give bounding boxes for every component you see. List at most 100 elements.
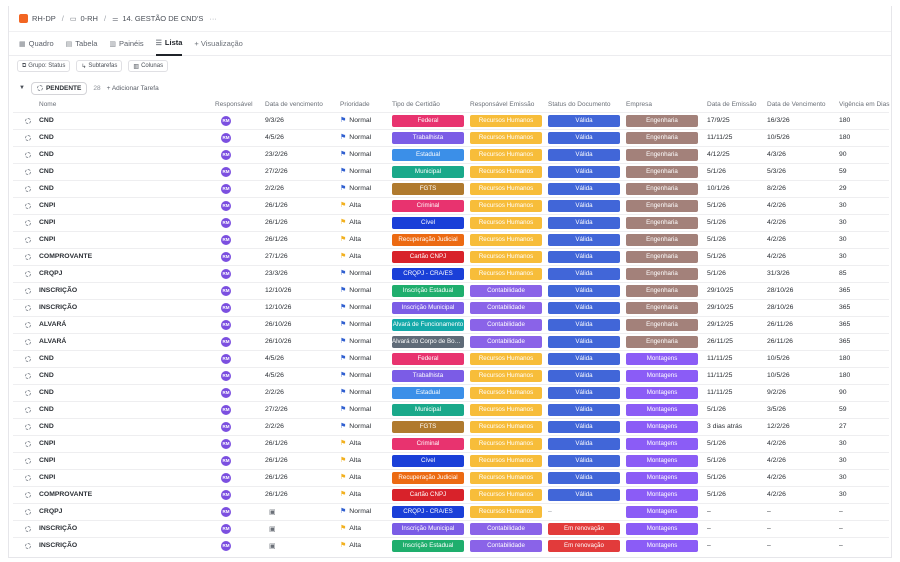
tag[interactable]: Municipal (392, 403, 464, 416)
tag[interactable]: Contabilidade (470, 301, 542, 314)
due-date[interactable]: 4/5/26 (265, 134, 284, 141)
validity-days[interactable]: 365 (837, 281, 889, 299)
expiry-date[interactable]: 28/10/26 (765, 298, 837, 316)
tag[interactable]: Trabalhista (392, 131, 464, 144)
task-name[interactable]: CND (39, 151, 54, 158)
priority[interactable]: ⚑ Normal (340, 372, 390, 379)
tab-lista[interactable]: ☰ Lista (155, 32, 183, 56)
due-date[interactable]: 26/1/26 (265, 236, 288, 243)
avatar[interactable]: RM (221, 336, 231, 347)
task-status-icon[interactable] (25, 338, 31, 345)
expiry-date[interactable]: 12/2/26 (765, 417, 837, 435)
table-row[interactable]: CNPI RM 26/1/26 ⚑ Alta Recuperação Judicial Re… (13, 230, 889, 248)
validity-days[interactable]: 365 (837, 298, 889, 316)
task-status-icon[interactable] (25, 185, 31, 192)
tag[interactable]: Válida (548, 114, 620, 127)
expiry-date[interactable]: 26/11/26 (765, 332, 837, 350)
column-header[interactable]: Tipo de Certidão (392, 101, 440, 109)
avatar[interactable]: RM (221, 472, 231, 483)
emission-date[interactable]: 5/1/26 (705, 400, 765, 418)
tag[interactable]: Engenharia (626, 148, 698, 161)
avatar[interactable]: RM (221, 234, 231, 245)
tag[interactable]: Contabilidade (470, 335, 542, 348)
table-row[interactable]: CND RM 4/5/26 ⚑ Normal Trabalhista Recursos Hu… (13, 366, 889, 384)
table-row[interactable]: CND RM 27/2/26 ⚑ Normal Municipal Recursos Hum… (13, 162, 889, 180)
tag[interactable]: Válida (548, 148, 620, 161)
column-header[interactable]: Prioridade (340, 101, 370, 109)
avatar[interactable]: RM (221, 115, 231, 126)
task-status-icon[interactable] (25, 236, 31, 243)
validity-days[interactable]: 180 (837, 349, 889, 367)
tag[interactable]: Válida (548, 403, 620, 416)
due-date[interactable]: 26/1/26 (265, 219, 288, 226)
table-row[interactable]: CNPI RM 26/1/26 ⚑ Alta Criminal Recursos Human… (13, 196, 889, 214)
task-name[interactable]: CND (39, 372, 54, 379)
expiry-date[interactable]: 9/2/26 (765, 383, 837, 401)
validity-days[interactable]: – (837, 519, 889, 537)
validity-days[interactable]: – (837, 502, 889, 520)
tag[interactable]: Engenharia (626, 233, 698, 246)
priority[interactable]: ⚑ Normal (340, 389, 390, 396)
task-name[interactable]: CRQPJ (39, 270, 63, 277)
expiry-date[interactable]: 4/2/26 (765, 196, 837, 214)
tag[interactable]: Válida (548, 471, 620, 484)
avatar[interactable]: RM (221, 489, 231, 500)
task-name[interactable]: CND (39, 406, 54, 413)
avatar[interactable]: RM (221, 438, 231, 449)
tag[interactable]: Recursos Humanos (470, 420, 542, 433)
task-name[interactable]: CRQPJ (39, 508, 63, 515)
tag[interactable]: Montagens (626, 352, 698, 365)
column-header[interactable]: Empresa (626, 101, 653, 109)
calendar-icon[interactable]: ▣ (269, 525, 276, 533)
calendar-icon[interactable]: ▣ (269, 508, 276, 516)
tag[interactable]: Válida (548, 352, 620, 365)
tag[interactable]: Recursos Humanos (470, 199, 542, 212)
tag[interactable]: Recursos Humanos (470, 131, 542, 144)
table-row[interactable]: CND RM 2/2/26 ⚑ Normal FGTS Recursos Humanos Vá… (13, 417, 889, 435)
tag[interactable]: Engenharia (626, 267, 698, 280)
tag[interactable]: Engenharia (626, 335, 698, 348)
column-header[interactable]: Responsável (215, 101, 253, 109)
emission-date[interactable]: 5/1/26 (705, 213, 765, 231)
tag[interactable]: Válida (548, 386, 620, 399)
priority[interactable]: ⚑ Normal (340, 151, 390, 158)
validity-days[interactable]: 30 (837, 485, 889, 503)
tag[interactable]: Engenharia (626, 182, 698, 195)
task-status-icon[interactable] (25, 304, 31, 311)
task-name[interactable]: CND (39, 423, 54, 430)
tag[interactable]: Válida (548, 488, 620, 501)
tag[interactable]: Recursos Humanos (470, 250, 542, 263)
tag[interactable]: Criminal (392, 199, 464, 212)
task-name[interactable]: CND (39, 389, 54, 396)
due-date[interactable]: 26/1/26 (265, 202, 288, 209)
breadcrumb-item-rh-dp[interactable]: RH-DP (32, 14, 56, 23)
add-task-button[interactable]: + Adicionar Tarefa (106, 84, 159, 92)
tag[interactable]: Válida (548, 301, 620, 314)
task-name[interactable]: CNPI (39, 219, 56, 226)
table-row[interactable]: CND RM 23/2/26 ⚑ Normal Estadual Recursos Huma… (13, 145, 889, 163)
task-name[interactable]: CNPI (39, 202, 56, 209)
task-name[interactable]: COMPROVANTE (39, 253, 93, 260)
table-row[interactable]: CND RM 2/2/26 ⚑ Normal FGTS Recursos Humanos Vá… (13, 179, 889, 197)
expiry-date[interactable]: 31/3/26 (765, 264, 837, 282)
tag[interactable]: Montagens (626, 437, 698, 450)
due-date[interactable]: 26/1/26 (265, 491, 288, 498)
validity-days[interactable]: 180 (837, 366, 889, 384)
avatar[interactable]: RM (221, 387, 231, 398)
tag[interactable]: Alvará do Corpo de Bombeiros (392, 335, 464, 348)
expiry-date[interactable]: 3/5/26 (765, 400, 837, 418)
tag[interactable]: Recursos Humanos (470, 437, 542, 450)
column-header[interactable]: Status do Documento (548, 101, 611, 109)
task-status-icon[interactable] (25, 117, 31, 124)
task-status-icon[interactable] (25, 525, 31, 532)
tag[interactable]: Recursos Humanos (470, 505, 542, 518)
avatar[interactable]: RM (221, 183, 231, 194)
priority[interactable]: ⚑ Normal (340, 185, 390, 192)
tag[interactable]: Recursos Humanos (470, 471, 542, 484)
priority[interactable]: ⚑ Alta (340, 236, 390, 243)
tag[interactable]: Cível (392, 454, 464, 467)
table-row[interactable]: INSCRIÇÃO RM ▣ ⚑ Alta Inscrição Estadual Conta… (13, 536, 889, 554)
tag[interactable]: Engenharia (626, 199, 698, 212)
table-row[interactable]: CNPI RM 26/1/26 ⚑ Alta Cível Recursos Humanos V… (13, 451, 889, 469)
task-status-icon[interactable] (25, 423, 31, 430)
